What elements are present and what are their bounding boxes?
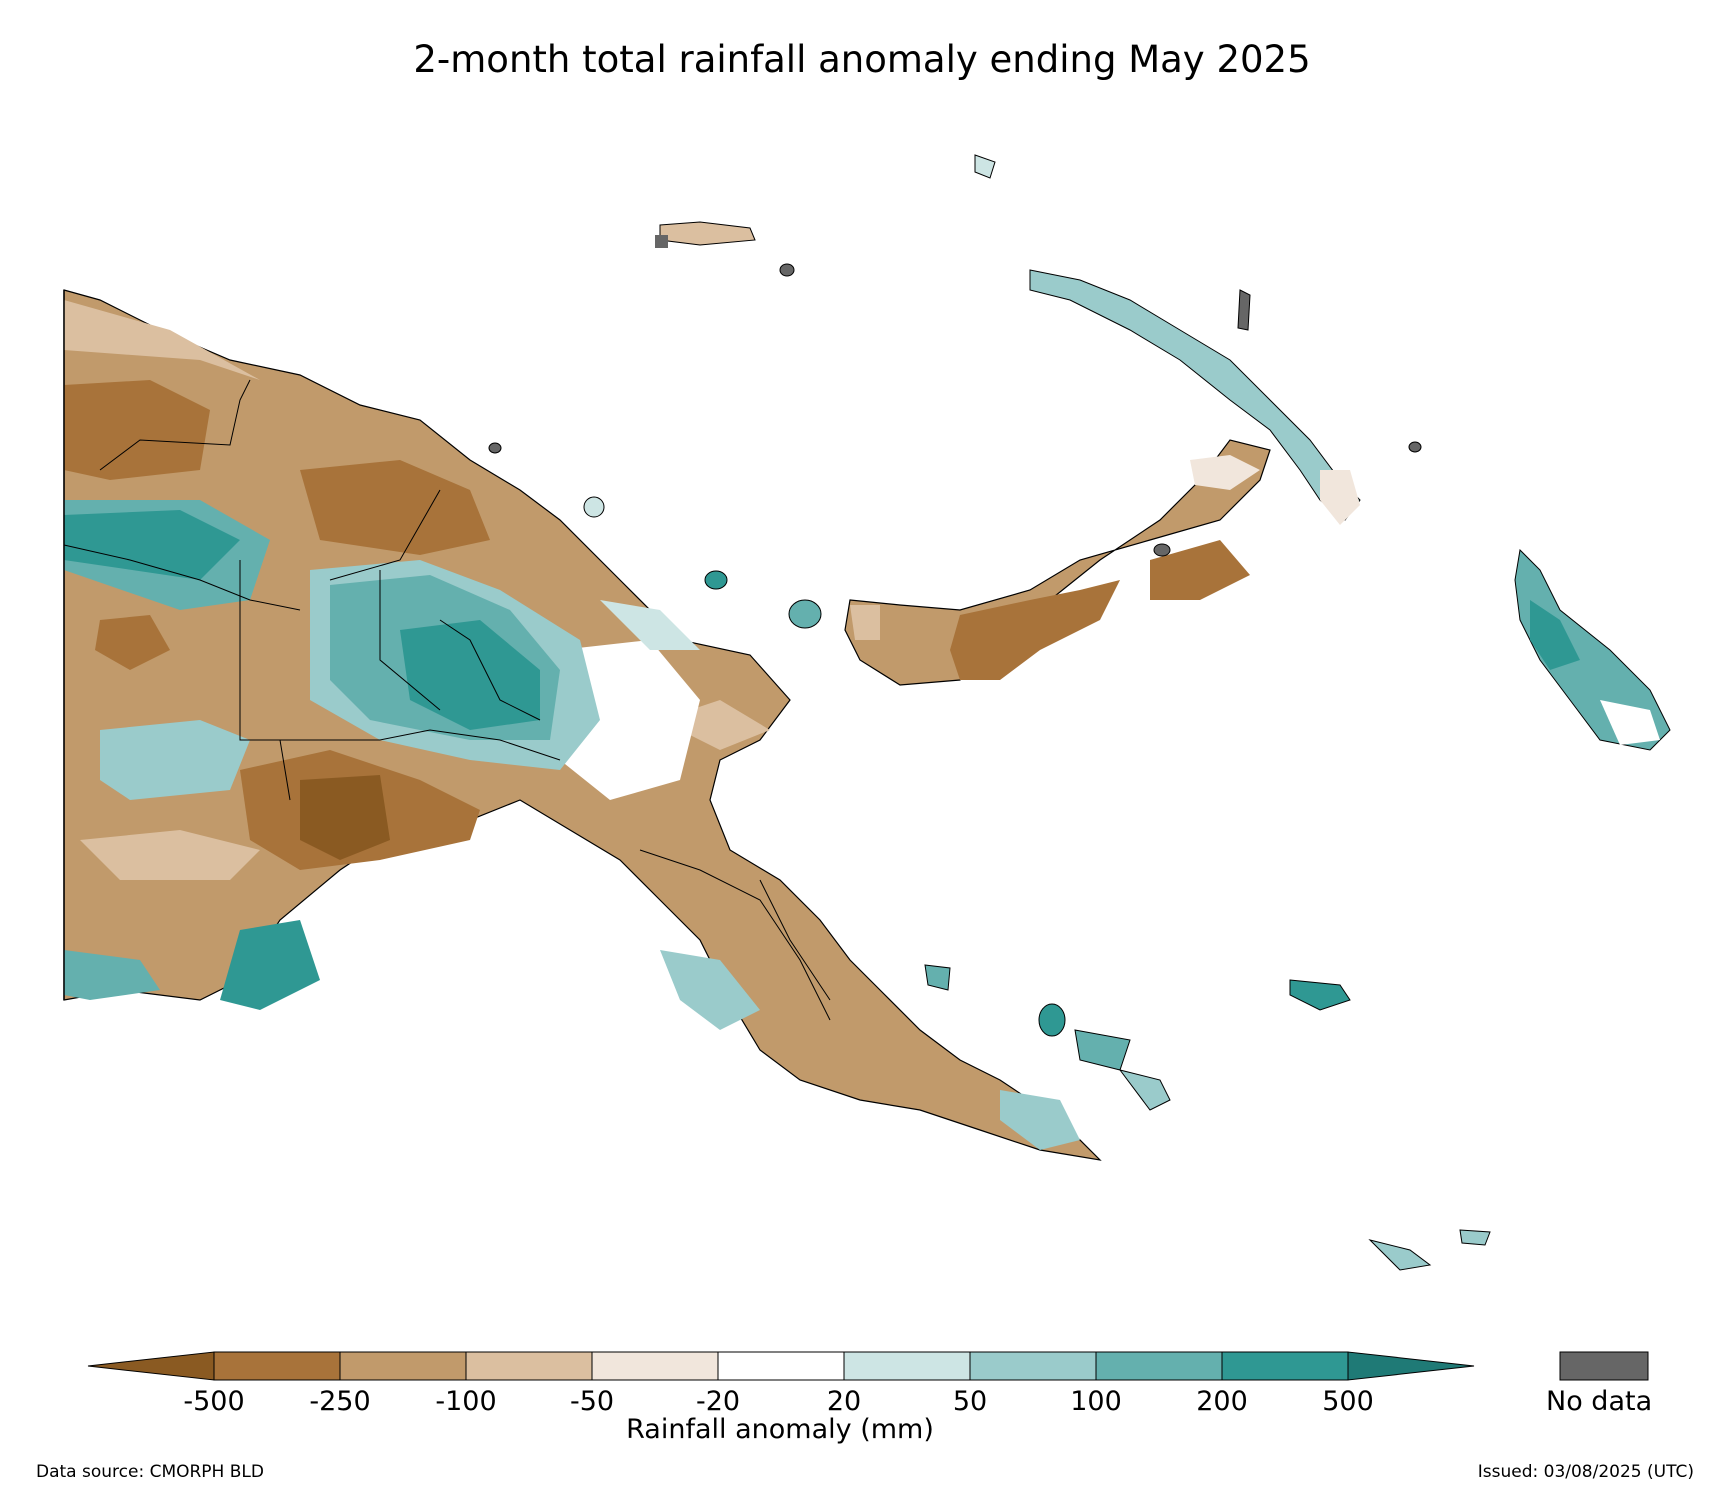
nodata-swatch [1559,1351,1649,1381]
colorbar-tick-label: -20 [695,1386,741,1417]
colorbar [87,1351,1475,1381]
colorbar-bin-7 [969,1351,1097,1381]
bougainville [1514,548,1671,751]
colorbar-extend-high [1347,1351,1475,1381]
new-ireland [1029,269,1361,525]
colorbar-bin-4 [591,1351,719,1381]
issued-date-note: Issued: 03/08/2025 (UTC) [1477,1462,1694,1482]
colorbar-tick-label: 200 [1196,1386,1248,1417]
colorbar-tick-label: -100 [435,1386,497,1417]
colorbar-bin-6 [843,1351,971,1381]
colorbar-axis-label: Rainfall anomaly (mm) [626,1414,934,1445]
colorbar-bin-8 [1095,1351,1223,1381]
colorbar-bin-1 [213,1351,341,1381]
colorbar-extend-low [87,1351,215,1381]
colorbar-tick-label: 20 [826,1386,862,1417]
new-britain [844,439,1271,686]
colorbar-tick-label: -500 [183,1386,245,1417]
data-source-note: Data source: CMORPH BLD [36,1462,264,1482]
mainland-new-guinea [63,289,1102,1161]
manus-island [655,221,756,248]
colorbar-tick-label: 50 [952,1386,988,1417]
colorbar-bin-3 [465,1351,593,1381]
colorbar-tick-label: 100 [1070,1386,1122,1417]
nodata-label: No data [1546,1386,1653,1417]
colorbar-tick-label: -50 [569,1386,615,1417]
small-islands [488,154,1491,1271]
colorbar-bin-5 [717,1351,845,1381]
colorbar-bin-2 [339,1351,467,1381]
map-title: 2-month total rainfall anomaly ending Ma… [413,38,1311,81]
colorbar-tick-label: -250 [309,1386,371,1417]
colorbar-bin-9 [1221,1351,1349,1381]
colorbar-tick-label: 500 [1322,1386,1374,1417]
